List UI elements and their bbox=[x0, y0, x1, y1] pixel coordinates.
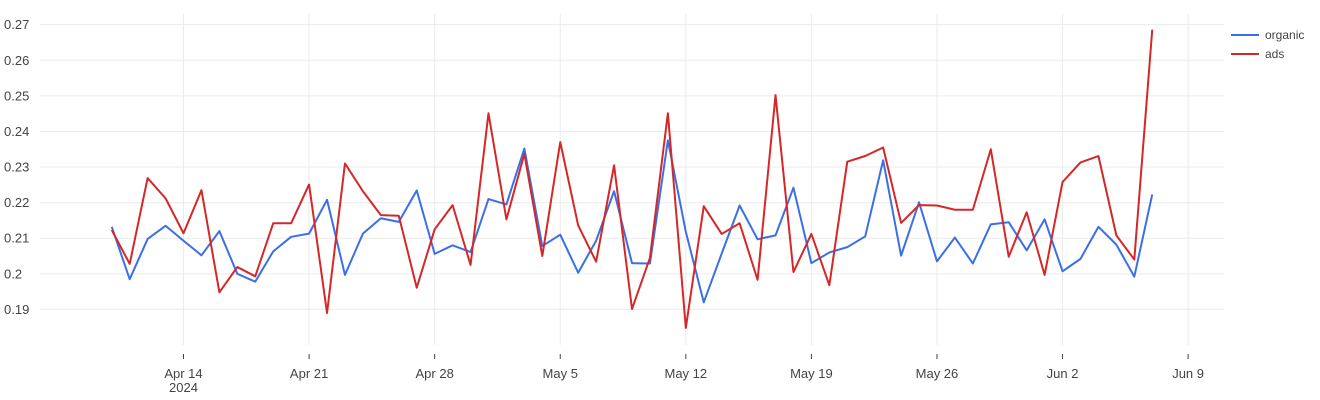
y-tick-label: 0.27 bbox=[4, 17, 29, 32]
legend[interactable]: organic ads bbox=[1231, 28, 1304, 61]
x-tick-label: May 12 bbox=[664, 366, 707, 381]
y-tick-label: 0.23 bbox=[4, 160, 29, 175]
y-axis-ticks: 0.19 0.2 0.21 0.22 0.23 0.24 0.25 0.26 0.27 bbox=[4, 17, 29, 317]
y-tick-label: 0.22 bbox=[4, 195, 29, 210]
series-line-organic bbox=[110, 139, 1154, 304]
y-tick-label: 0.21 bbox=[4, 231, 29, 246]
y-tick-label: 0.19 bbox=[4, 302, 29, 317]
y-tick-label: 0.24 bbox=[4, 124, 29, 139]
x-tick-label: Jun 9 bbox=[1172, 366, 1204, 381]
x-tick-label: May 19 bbox=[790, 366, 833, 381]
x-tick-sublabel: 2024 bbox=[169, 380, 198, 395]
grid bbox=[40, 14, 1224, 345]
x-tick-label: May 5 bbox=[543, 366, 578, 381]
legend-label-organic: organic bbox=[1265, 28, 1304, 42]
legend-label-ads: ads bbox=[1265, 47, 1284, 61]
y-tick-label: 0.2 bbox=[4, 266, 22, 281]
x-tick-label: Apr 14 bbox=[164, 366, 202, 381]
x-tick-label: May 26 bbox=[916, 366, 959, 381]
y-tick-label: 0.25 bbox=[4, 88, 29, 103]
legend-item-ads[interactable]: ads bbox=[1231, 47, 1284, 61]
x-tick-label: Apr 28 bbox=[416, 366, 454, 381]
series-line-ads bbox=[110, 29, 1154, 329]
x-tick-label: Apr 21 bbox=[290, 366, 328, 381]
y-tick-label: 0.26 bbox=[4, 53, 29, 68]
x-tick-label: Jun 2 bbox=[1047, 366, 1079, 381]
legend-item-organic[interactable]: organic bbox=[1231, 28, 1304, 42]
series-lines bbox=[110, 29, 1154, 329]
